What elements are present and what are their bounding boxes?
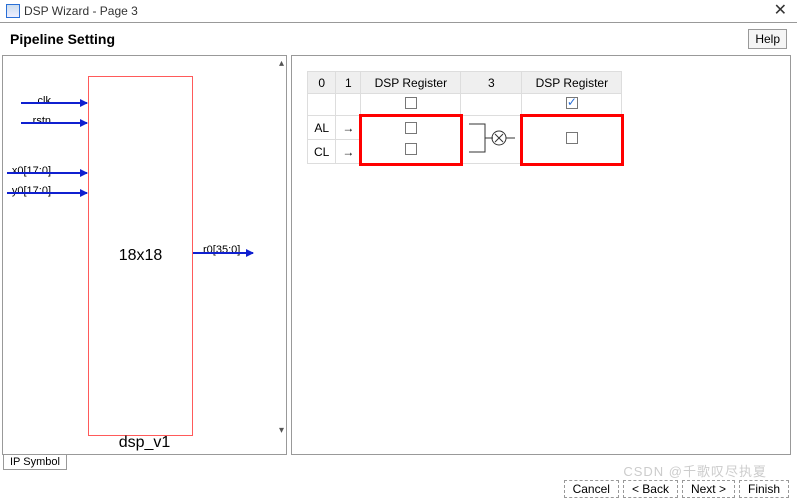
module-name: dsp_v1 [3,434,286,452]
window-title: DSP Wizard - Page 3 [24,0,138,22]
cell-top-reg-a [361,94,461,116]
signal-rstn-label: rstn [3,115,51,127]
checkbox-al-a[interactable] [405,122,417,134]
register-table: 0 1 DSP Register 3 DSP Register AL → [307,71,622,164]
cell-top-reg-b [522,94,622,116]
ip-symbol-pane: ▴ ▾ 18x18 clk rstn x0[17:0] y0[17:0] r0[… [2,55,287,455]
row-cl-arrow-icon: → [336,140,361,164]
block-diagram: 18x18 clk rstn x0[17:0] y0[17:0] r0[35:0… [3,56,286,454]
register-pane: 0 1 DSP Register 3 DSP Register AL → [291,55,791,455]
watermark: CSDN @千歌叹尽执夏 [623,461,767,480]
finish-button[interactable]: Finish [739,480,789,498]
highlight-col4 [522,116,622,164]
checkbox-top-a[interactable] [405,97,417,109]
checkbox-out[interactable] [566,132,578,144]
checkbox-cl-a[interactable] [405,143,417,155]
signal-y0-label: y0[17:0] [3,185,51,197]
signal-x0-arrow [7,172,87,174]
tab-ip-symbol[interactable]: IP Symbol [3,455,67,470]
table-row-top [308,94,622,116]
wizard-footer: Cancel < Back Next > Finish [564,480,789,498]
signal-x0-label: x0[17:0] [3,165,51,177]
signal-rstn-arrow [21,122,87,124]
highlight-col2 [361,116,461,164]
row-al-label: AL [308,116,336,140]
checkbox-top-b[interactable] [566,97,578,109]
col-dspreg-b: DSP Register [522,72,622,94]
row-al-arrow-icon: → [336,116,361,140]
app-icon [6,4,20,18]
block-label: 18x18 [89,247,192,265]
back-button[interactable]: < Back [623,480,678,498]
row-cl-label: CL [308,140,336,164]
multiplier-icon [467,118,515,158]
signal-r0-arrow [193,252,253,254]
title-bar: DSP Wizard - Page 3 ✕ [0,0,797,22]
col-1: 1 [336,72,361,94]
table-header-row: 0 1 DSP Register 3 DSP Register [308,72,622,94]
dsp-block: 18x18 [88,76,193,436]
page-header: Pipeline Setting Help [0,23,797,55]
col-0: 0 [308,72,336,94]
close-icon[interactable]: ✕ [770,0,791,22]
help-button[interactable]: Help [748,29,787,49]
signal-y0-arrow [7,192,87,194]
next-button[interactable]: Next > [682,480,735,498]
signal-clk-arrow [21,102,87,104]
signal-clk-label: clk [3,95,51,107]
cancel-button[interactable]: Cancel [564,480,619,498]
table-row-al: AL → [308,116,622,140]
page-title: Pipeline Setting [10,31,115,47]
multiplier-cell [461,116,522,164]
main-area: ▴ ▾ 18x18 clk rstn x0[17:0] y0[17:0] r0[… [0,55,797,455]
col-3: 3 [461,72,522,94]
col-dspreg-a: DSP Register [361,72,461,94]
